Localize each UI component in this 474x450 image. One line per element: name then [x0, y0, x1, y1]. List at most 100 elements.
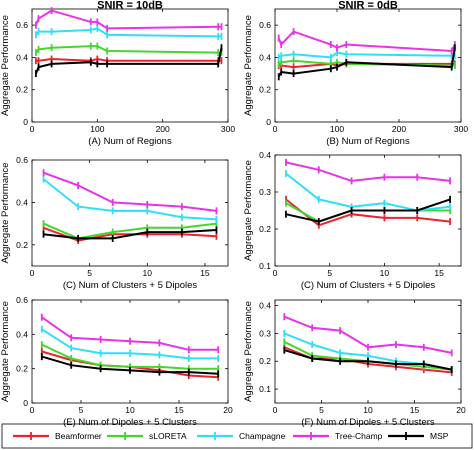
- series-line-sloreta: [278, 59, 455, 67]
- chart-panel-2: 0 100 200 300 0 0.2 0.4 0.6 (B) Num of Regions Ag…: [243, 0, 468, 147]
- y-tick-label: 0.4: [16, 197, 28, 207]
- plot-area-frame: [31, 8, 229, 123]
- series-line-msp: [285, 198, 451, 223]
- y-tick-label: 0.1: [259, 261, 271, 271]
- x-tick-label: 0: [273, 268, 278, 278]
- y-tick-label: 0.6: [259, 20, 271, 30]
- legend-entry-champagne: Champagne: [197, 431, 286, 441]
- x-tick-label: 5: [319, 405, 324, 415]
- plot-area-frame: [274, 154, 462, 267]
- series-line-beamformer: [35, 57, 222, 62]
- legend-entry-msp: MSP: [388, 431, 449, 441]
- y-tick-label: 0.2: [259, 85, 271, 95]
- legend-entry-tree-champ: Tree-Champ: [293, 431, 383, 441]
- series-line-beamformer: [278, 62, 455, 69]
- y-tick-label: 0.2: [259, 224, 271, 234]
- legend-label: Beamformer: [55, 431, 102, 441]
- y-axis-title: Aggregate Performance: [0, 163, 11, 264]
- x-tick-label: 0: [30, 124, 35, 134]
- series-line-tree-champ: [41, 316, 219, 351]
- series-line-champagne: [285, 172, 451, 212]
- legend-label: Champagne: [239, 431, 286, 441]
- y-tick-label: 0.2: [16, 364, 28, 374]
- series-line-msp: [34, 47, 223, 74]
- panel-title: SNIR = 10dB: [97, 0, 163, 12]
- y-tick-label: 0.1: [259, 384, 271, 394]
- legend-label: MSP: [430, 431, 449, 441]
- y-tick-label: 0.6: [16, 155, 28, 165]
- chart-panel-4: 0 5 10 15 0.1 0.2 0.3 0.4 (C) Num of Clusters + …: [243, 150, 462, 291]
- x-tick-label: 10: [380, 268, 390, 278]
- y-tick-label: 0.2: [16, 240, 28, 250]
- x-axis-title: (B) Num of Regions: [326, 136, 410, 147]
- x-tick-label: 10: [143, 268, 153, 278]
- y-tick-label: 0.2: [16, 85, 28, 95]
- series-line-tree-champ: [277, 30, 456, 53]
- y-tick-label: 0.6: [16, 20, 28, 30]
- series-line-champagne: [278, 51, 455, 59]
- series-line-tree-champ: [34, 9, 222, 30]
- panel-title: SNIR = 0dB: [338, 0, 398, 12]
- y-axis-title: Aggregate Performance: [243, 160, 254, 261]
- x-tick-label: 100: [90, 124, 104, 134]
- x-tick-label: 5: [87, 268, 92, 278]
- y-tick-label: 0.4: [259, 150, 271, 160]
- series-line-msp: [277, 47, 456, 78]
- series-line-sloreta: [43, 222, 217, 240]
- y-tick-label: 0.3: [259, 328, 271, 338]
- x-tick-label: 5: [79, 405, 84, 415]
- y-axis-title: Aggregate Performance: [243, 15, 254, 116]
- x-tick-label: 15: [174, 405, 184, 415]
- series-line-beamformer: [285, 198, 451, 227]
- x-tick-label: 15: [200, 268, 210, 278]
- y-tick-label: 0.4: [259, 301, 271, 311]
- legend-entry-sloreta: sLORETA: [107, 431, 187, 441]
- chart-panel-6: 0 5 10 15 20 0.1 0.2 0.3 0.4 (F) Num of Dipoles +…: [243, 299, 466, 428]
- chart-panel-5: 0 5 10 15 20 0 0.2 0.4 0.6 (E) Num of Dipoles + 5…: [0, 295, 233, 428]
- x-tick-label: 300: [221, 124, 235, 134]
- series-line-tree-champ: [285, 161, 451, 182]
- y-tick-label: 0: [266, 117, 271, 127]
- y-tick-label: 0.3: [259, 187, 271, 197]
- x-tick-label: 300: [454, 124, 468, 134]
- chart-panel-1: 0 100 200 300 0 0.2 0.4 0.6 (A) Num of Regions Ag…: [0, 0, 235, 147]
- chart-panel-3: 0 5 10 15 0.2 0.4 0.6 (C) Num of Clusters + 5 D…: [0, 155, 229, 291]
- y-tick-label: 0.4: [259, 52, 271, 62]
- series-line-tree-champ: [43, 171, 217, 212]
- x-tick-label: 0: [273, 124, 278, 134]
- x-tick-label: 15: [410, 405, 420, 415]
- series-line-champagne: [42, 178, 217, 221]
- legend-entry-beamformer: Beamformer: [13, 431, 102, 441]
- x-tick-label: 0: [30, 405, 35, 415]
- y-axis-title: Aggregate Performance: [0, 301, 11, 402]
- plot-area-frame: [274, 8, 462, 123]
- legend-label: Tree-Champ: [335, 431, 383, 441]
- series-line-champagne: [35, 27, 222, 38]
- x-tick-label: 15: [434, 268, 444, 278]
- y-tick-label: 0.4: [16, 329, 28, 339]
- x-tick-label: 5: [327, 268, 332, 278]
- x-axis-title: (E) Num of Dipoles + 5 Clusters: [63, 417, 197, 428]
- x-tick-label: 100: [330, 124, 344, 134]
- x-tick-label: 20: [223, 405, 233, 415]
- y-tick-label: 0.2: [259, 356, 271, 366]
- x-axis-title: (A) Num of Regions: [88, 136, 172, 147]
- legend-label: sLORETA: [149, 431, 187, 441]
- x-tick-label: 0: [273, 405, 278, 415]
- series-line-sloreta: [35, 45, 222, 54]
- plot-area-frame: [31, 159, 229, 267]
- x-axis-title: (C) Num of Clusters + 5 Dipoles: [301, 280, 436, 291]
- legend-frame: [1, 423, 473, 449]
- x-tick-label: 0: [30, 268, 35, 278]
- x-tick-label: 10: [125, 405, 135, 415]
- y-tick-label: 0.4: [16, 52, 28, 62]
- y-axis-title: Aggregate Performance: [243, 301, 254, 402]
- series-line-msp: [43, 229, 217, 240]
- legend: Beamformer sLORETA Champagne Tree-Champ MSP: [1, 423, 473, 449]
- y-tick-label: 0: [23, 117, 28, 127]
- x-tick-label: 10: [363, 405, 373, 415]
- x-tick-label: 200: [156, 124, 170, 134]
- x-tick-label: 20: [456, 405, 466, 415]
- y-tick-label: 0: [23, 398, 28, 408]
